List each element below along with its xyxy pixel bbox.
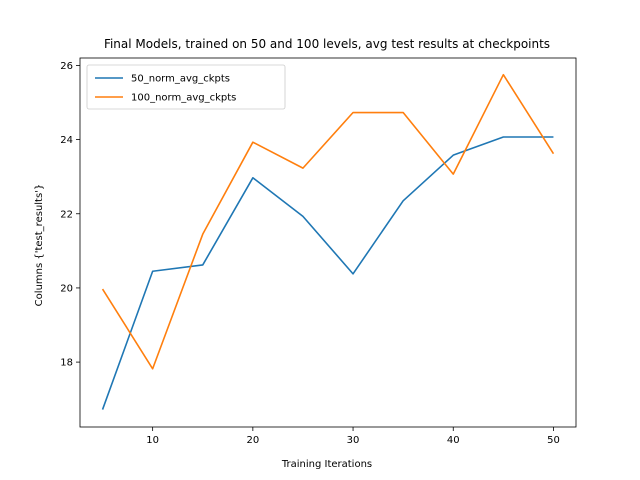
y-tick-label: 22 <box>60 209 73 220</box>
legend-box <box>86 64 286 110</box>
x-axis-label: Training Iterations <box>281 459 372 470</box>
y-tick-label: 26 <box>60 61 73 72</box>
y-axis-label: Columns {'test_results'} <box>34 184 45 307</box>
plot-frame <box>79 57 577 428</box>
x-tick-label: 30 <box>347 435 360 446</box>
legend-label-0: 50_norm_avg_ckpts <box>131 74 230 85</box>
series-line-0 <box>101 136 554 410</box>
x-tick-label: 40 <box>447 435 460 446</box>
legend-label-1: 100_norm_avg_ckpts <box>131 93 236 104</box>
series-line-1 <box>101 73 555 370</box>
plot-area: 10 20 30 40 50 18 20 22 24 26 50_norm_avg_ckpts 100… <box>60 57 577 446</box>
x-tick-label: 10 <box>146 435 159 446</box>
x-tick-label: 20 <box>246 435 259 446</box>
chart-title: Final Models, trained on 50 and 100 leve… <box>104 37 550 51</box>
y-tick-label: 24 <box>60 135 73 146</box>
y-tick-label: 20 <box>60 283 73 294</box>
y-tick-label: 18 <box>60 358 73 369</box>
x-tick-label: 50 <box>547 435 560 446</box>
